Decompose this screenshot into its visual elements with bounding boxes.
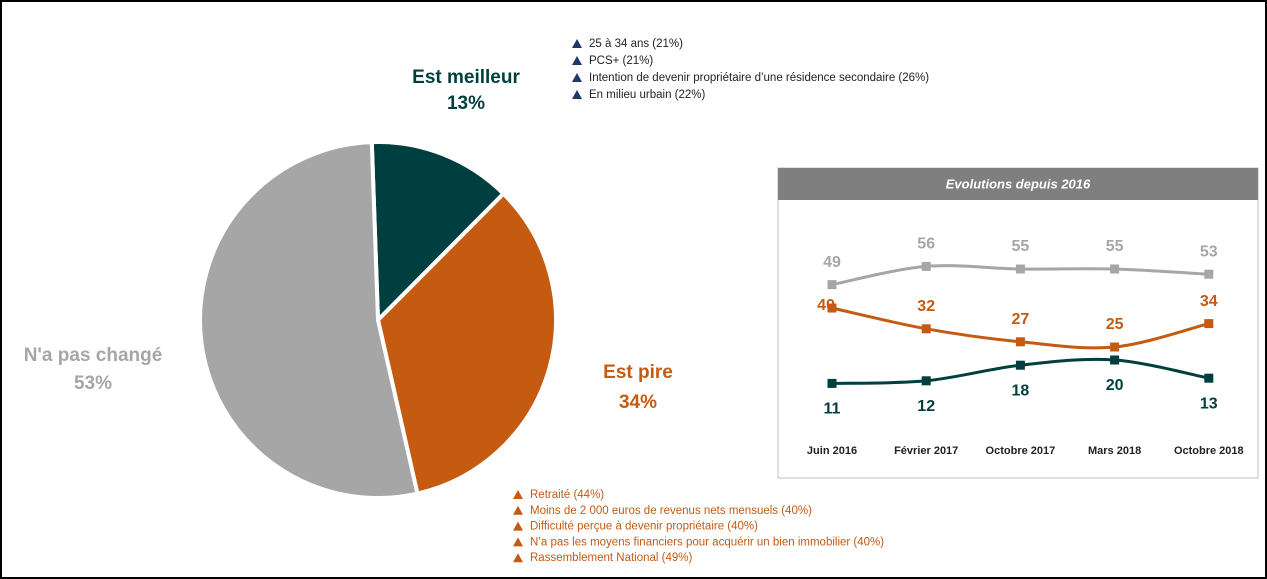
slice-label: Est meilleur [412,67,520,88]
data-label: 11 [824,401,841,418]
data-label: 20 [1106,377,1124,394]
data-label: 12 [917,398,935,415]
data-label: 32 [917,298,935,315]
bullet-triangle [572,39,582,48]
data-label: 13 [1200,395,1218,412]
x-tick-label: Mars 2018 [1088,445,1141,457]
annotation: En milieu urbain (22%) [589,89,706,101]
marker [1110,264,1120,274]
marker [921,261,931,271]
inset-frame [777,167,1259,479]
bullet-triangle [572,73,582,82]
x-tick-label: Février 2017 [894,445,958,457]
annotation: 25 à 34 ans (21%) [589,38,683,50]
marker [1015,360,1025,370]
data-label: 55 [1012,238,1030,255]
pie-slice [375,190,558,496]
marker [827,378,837,388]
data-label: 49 [823,254,841,271]
marker [1110,342,1120,352]
pie-slice [198,140,420,500]
x-tick-label: Juin 2016 [807,445,857,457]
marker [1204,319,1214,329]
x-tick-label: Octobre 2017 [986,445,1056,457]
x-tick-label: Octobre 2018 [1174,445,1244,457]
slice-label: N'a pas changé [24,345,163,366]
marker [921,376,931,386]
data-label: 40 [817,297,835,314]
marker [827,303,837,313]
marker [1204,373,1214,383]
marker [1015,264,1025,274]
annotation: Moins de 2 000 euros de revenus nets men… [530,505,812,517]
data-label: 34 [1200,293,1218,310]
pie-slice [369,140,507,325]
marker [1204,269,1214,279]
annotation: N’a pas les moyens financiers pour acqué… [530,536,884,548]
data-label: 53 [1200,243,1218,260]
bullet-triangle [572,90,582,99]
data-label: 55 [1106,238,1124,255]
annotation: Rassemblement National (49%) [530,552,693,564]
inset-header [778,168,1258,200]
data-label: 25 [1106,316,1124,333]
marker [1015,337,1025,347]
slice-value-label: 34% [619,392,657,413]
marker [921,324,931,334]
bullet-triangle [572,56,582,65]
slice-label: Est pire [603,362,673,383]
marker [1110,355,1120,365]
annotation: Difficulté perçue à devenir propriétaire… [530,521,758,533]
annotation: PCS+ (21%) [589,55,653,67]
slice-value-label: 53% [74,373,112,394]
inset-title: Evolutions depuis 2016 [946,176,1091,191]
bullet-triangle [513,553,523,563]
bullet-triangle [513,490,523,499]
data-label: 18 [1012,382,1030,399]
data-label: 27 [1012,311,1030,328]
bullet-triangle [513,537,523,547]
marker [827,280,837,290]
annotation: Intention de devenir propriétaire d’une … [589,72,929,84]
annotation: Retraité (44%) [530,489,604,501]
slice-value-label: 13% [447,93,485,114]
data-label: 56 [917,236,935,253]
bullet-triangle [513,505,523,515]
bullet-triangle [513,521,523,531]
